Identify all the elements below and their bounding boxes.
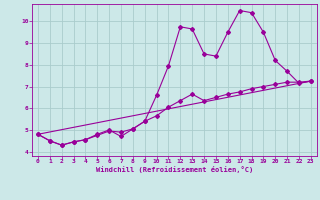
X-axis label: Windchill (Refroidissement éolien,°C): Windchill (Refroidissement éolien,°C)	[96, 166, 253, 173]
